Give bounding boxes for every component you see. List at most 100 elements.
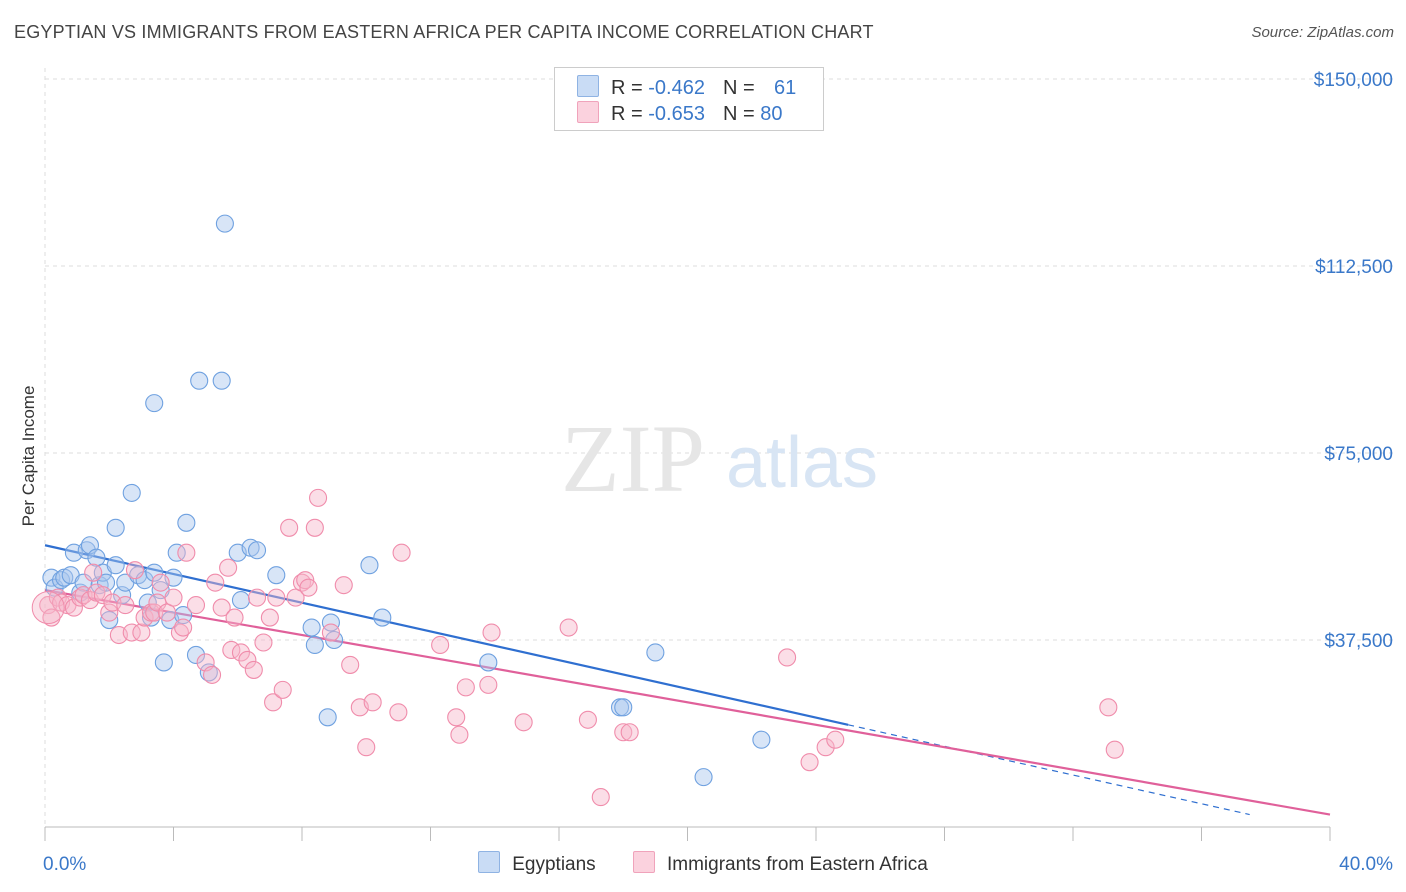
data-point bbox=[373, 608, 392, 627]
data-point bbox=[321, 623, 340, 642]
axes bbox=[44, 826, 1331, 841]
data-point bbox=[267, 566, 286, 585]
data-point bbox=[578, 710, 597, 729]
data-point bbox=[264, 693, 283, 712]
data-point bbox=[158, 603, 177, 622]
data-point bbox=[273, 680, 292, 699]
data-point bbox=[514, 713, 533, 732]
data-point bbox=[199, 663, 218, 682]
data-point bbox=[203, 665, 222, 684]
data-point bbox=[247, 541, 267, 560]
data-point bbox=[334, 576, 353, 595]
data-point bbox=[145, 394, 164, 413]
data-point bbox=[186, 596, 206, 615]
legend-r-label: R = bbox=[611, 103, 649, 125]
data-point bbox=[106, 556, 125, 575]
data-point bbox=[694, 768, 713, 787]
data-point bbox=[206, 573, 225, 592]
chart-title: EGYPTIAN VS IMMIGRANTS FROM EASTERN AFRI… bbox=[14, 22, 874, 42]
data-point bbox=[321, 613, 340, 632]
data-point bbox=[106, 518, 125, 537]
tick-labels: $37,500 $75,000 $112,500 $150,000 0.0% 40.0% bbox=[43, 70, 1393, 875]
data-point bbox=[299, 578, 318, 597]
data-point bbox=[212, 371, 231, 390]
data-point bbox=[447, 708, 466, 727]
data-point bbox=[305, 518, 324, 537]
trend-line-egyptians bbox=[44, 544, 849, 726]
x-tick-label: 0.0% bbox=[43, 854, 86, 875]
data-point bbox=[254, 633, 273, 652]
data-point bbox=[231, 643, 251, 662]
data-point bbox=[148, 593, 167, 612]
data-point bbox=[247, 588, 267, 607]
data-point bbox=[646, 643, 665, 662]
data-point bbox=[174, 618, 193, 637]
data-point bbox=[87, 548, 106, 567]
data-point bbox=[620, 723, 639, 742]
data-point bbox=[450, 725, 469, 744]
data-point bbox=[190, 371, 209, 390]
data-points bbox=[31, 214, 1124, 807]
data-point bbox=[138, 593, 157, 612]
data-point bbox=[389, 703, 408, 722]
data-point bbox=[778, 648, 797, 667]
y-tick-label: $150,000 bbox=[1314, 70, 1393, 91]
data-point bbox=[267, 588, 286, 607]
gridlines bbox=[44, 68, 1395, 827]
data-point bbox=[816, 738, 835, 757]
data-point bbox=[244, 660, 263, 679]
data-point bbox=[456, 678, 475, 697]
data-point bbox=[177, 513, 196, 532]
trend-lines bbox=[44, 544, 1331, 816]
data-point bbox=[116, 596, 135, 615]
data-point bbox=[260, 608, 279, 627]
data-point bbox=[100, 603, 119, 622]
data-point bbox=[170, 623, 189, 642]
series-legend: Egyptians Immigrants from Eastern Africa bbox=[0, 851, 1406, 876]
data-point bbox=[64, 598, 83, 617]
data-point bbox=[225, 608, 244, 627]
data-point bbox=[302, 618, 321, 637]
data-point bbox=[186, 645, 206, 665]
series-egyptians bbox=[42, 214, 771, 787]
legend-n-value: 80 bbox=[760, 103, 783, 125]
data-point bbox=[559, 618, 578, 637]
data-point bbox=[479, 653, 498, 672]
data-point bbox=[177, 543, 196, 562]
data-point bbox=[145, 603, 164, 622]
source-label: Source: ZipAtlas.com bbox=[1251, 24, 1394, 41]
data-point bbox=[77, 541, 96, 560]
data-point bbox=[357, 738, 376, 757]
data-point bbox=[52, 571, 71, 590]
trend-line-eastern-africa bbox=[44, 589, 1331, 816]
data-point bbox=[280, 518, 299, 537]
series-eastern-africa bbox=[39, 488, 1124, 807]
data-point bbox=[132, 623, 151, 642]
y-axis-label: Per Capita Income bbox=[19, 386, 38, 527]
data-point bbox=[141, 608, 161, 627]
data-point bbox=[135, 571, 154, 590]
data-point bbox=[71, 583, 90, 602]
legend-n-value: 61 bbox=[773, 77, 797, 99]
legend-r-value: -0.462 bbox=[648, 77, 705, 99]
data-point bbox=[74, 573, 93, 592]
y-tick-label: $112,500 bbox=[1315, 257, 1393, 278]
data-point bbox=[164, 588, 183, 607]
data-point bbox=[84, 563, 103, 582]
legend-n-label: N = bbox=[722, 77, 761, 99]
data-point bbox=[1099, 698, 1118, 717]
data-point bbox=[591, 788, 610, 807]
legend-r-value: -0.653 bbox=[648, 103, 705, 125]
legend-swatch-egyptians bbox=[478, 851, 501, 873]
data-point bbox=[318, 708, 337, 727]
data-point bbox=[392, 543, 411, 562]
correlation-legend: R = -0.462 N = 61 R = -0.653 N = 80 bbox=[554, 67, 824, 131]
data-point bbox=[286, 588, 305, 607]
data-point bbox=[151, 573, 170, 592]
data-point bbox=[154, 653, 173, 672]
y-tick-label: $75,000 bbox=[1324, 444, 1393, 465]
legend-swatch-eastern-africa bbox=[632, 851, 655, 873]
data-point bbox=[122, 483, 141, 502]
trend-extension-egyptians bbox=[847, 724, 1250, 816]
